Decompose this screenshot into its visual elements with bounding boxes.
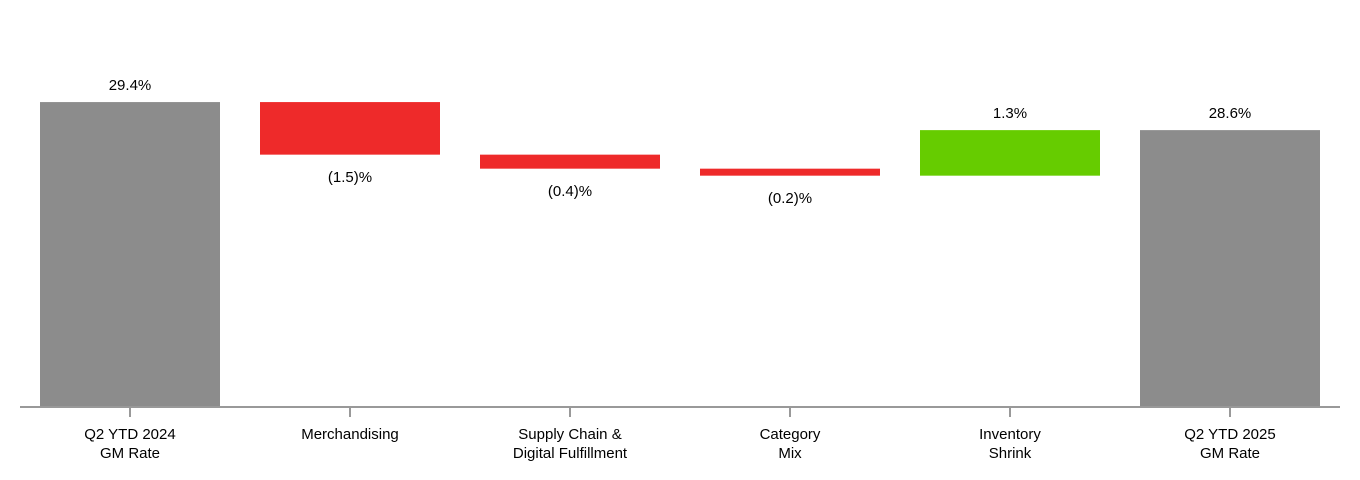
x-tick-label: Q2 YTD 2025 GM Rate — [1184, 426, 1276, 462]
x-tick-label: Merchandising — [301, 426, 399, 443]
bar — [480, 154, 660, 169]
value-label: 1.3% — [992, 105, 1028, 123]
value-label: (0.2)% — [767, 189, 813, 207]
bar — [1140, 130, 1320, 407]
value-label: (1.5)% — [327, 168, 373, 186]
bar — [700, 168, 880, 176]
value-label: (0.4)% — [547, 182, 593, 200]
value-label: 29.4% — [108, 77, 152, 95]
x-tick-label: Supply Chain & Digital Fulfillment — [512, 426, 628, 462]
bar — [40, 102, 220, 407]
bar — [920, 130, 1100, 176]
x-tick-label: Inventory Shrink — [979, 426, 1041, 462]
value-label: 28.6% — [1208, 105, 1252, 123]
bar — [260, 102, 440, 155]
x-tick-label: Q2 YTD 2024 GM Rate — [84, 426, 176, 462]
x-tick-label: Category Mix — [759, 426, 821, 462]
